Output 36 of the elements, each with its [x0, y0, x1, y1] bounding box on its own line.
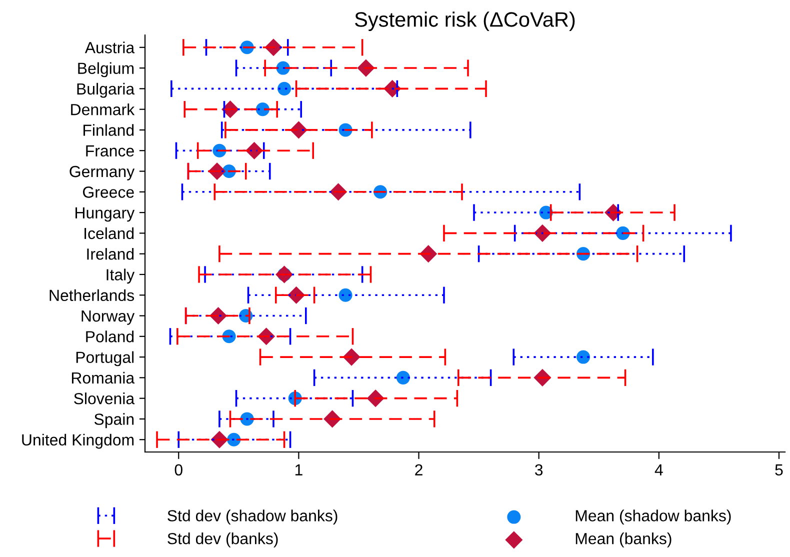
- y-tick-label: Bulgaria: [77, 82, 135, 98]
- point: [278, 82, 292, 96]
- y-tick-label: Netherlands: [50, 289, 134, 302]
- y-tick-label: Denmark: [71, 104, 135, 116]
- point: [366, 390, 384, 408]
- y-tick-label: Austria: [84, 42, 135, 54]
- x-tick-label: 5: [775, 464, 783, 476]
- x-tick-label: 2: [415, 464, 422, 476]
- text: Std dev (shadow banks): [168, 510, 338, 525]
- text: Mean (shadow banks): [576, 510, 731, 525]
- text: Std dev (banks): [168, 532, 278, 548]
- y-tick-label: Iceland: [84, 227, 134, 240]
- text: Mean (banks): [576, 532, 672, 548]
- y-tick-label: Ireland: [87, 248, 134, 260]
- y-tick-label: Romania: [72, 372, 135, 384]
- y-tick-label: Finland: [84, 124, 134, 136]
- y-tick-label: Hungary: [76, 207, 135, 222]
- x-tick-label: 1: [295, 464, 302, 476]
- point: [576, 350, 590, 364]
- chart-title: Systemic risk (ΔCoVaR): [355, 12, 575, 31]
- x-tick-label: 4: [654, 464, 663, 476]
- y-tick-label: Spain: [94, 413, 134, 428]
- y-tick-label: United Kingdom: [22, 434, 134, 449]
- y-tick-label: Norway: [82, 310, 135, 325]
- y-tick-label: Poland: [86, 330, 134, 342]
- y-tick-label: Greece: [83, 186, 134, 198]
- x-tick-label: 3: [535, 464, 543, 476]
- y-tick-label: Portugal: [76, 351, 134, 366]
- y-tick-label: Belgium: [78, 62, 134, 78]
- x-tick-label: 0: [174, 464, 182, 476]
- point: [338, 288, 352, 302]
- y-tick-label: Germany: [70, 166, 135, 180]
- y-tick-label: Italy: [106, 268, 135, 284]
- point: [396, 370, 410, 384]
- y-tick-label: France: [86, 145, 134, 157]
- y-tick-label: Slovenia: [74, 392, 135, 404]
